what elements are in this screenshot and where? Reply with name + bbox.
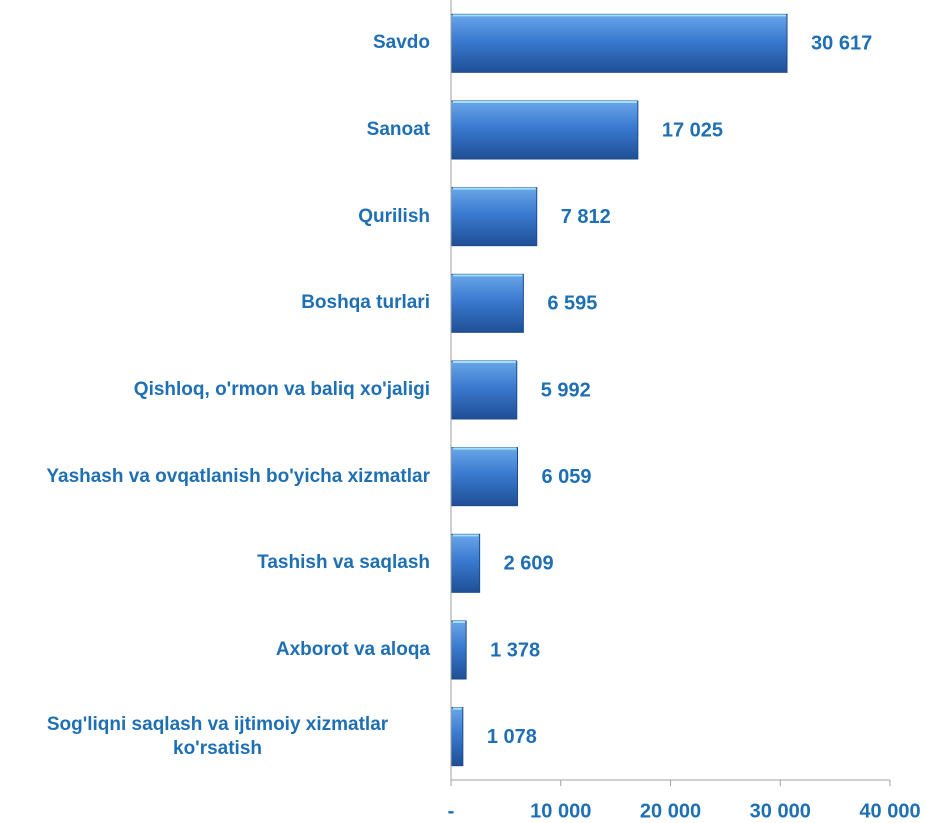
x-tick-label: - [448, 800, 455, 822]
bar [450, 447, 518, 507]
category-label-box: Qishloq, o'rmon va baliq xo'jaligi [0, 350, 430, 430]
value-label: 1 378 [490, 639, 540, 661]
bar [450, 13, 788, 73]
category-label-box: Sog'liqni saqlash va ijtimoiy xizmatlar … [0, 697, 430, 777]
bar [450, 100, 639, 160]
value-label: 6 059 [541, 466, 591, 488]
x-tick-label: 30 000 [750, 800, 811, 822]
bar [450, 273, 524, 333]
x-tick-label: 20 000 [640, 800, 701, 822]
value-label: 1 078 [487, 726, 537, 748]
category-label: Qishloq, o'rmon va baliq xo'jaligi [133, 379, 430, 400]
category-label: Sog'liqni saqlash va ijtimoiy xizmatlar … [46, 713, 389, 759]
category-label-box: Boshqa turlari [0, 263, 430, 343]
category-label: Tashish va saqlash [257, 552, 430, 574]
category-label: Yashash va ovqatlanish bo'yicha xizmatla… [46, 465, 430, 487]
category-label: Qurilish [358, 205, 430, 227]
x-tick-label: 10 000 [530, 800, 591, 822]
bar [450, 187, 538, 247]
category-label: Savdo [372, 32, 430, 54]
value-label: 5 992 [541, 379, 591, 401]
value-label: 2 609 [504, 553, 554, 575]
value-label: 17 025 [662, 119, 723, 141]
bar [450, 533, 481, 593]
value-label: 30 617 [811, 33, 872, 55]
category-label-box: Qurilish [0, 177, 430, 257]
category-label-box: Yashash va ovqatlanish bo'yicha xizmatla… [0, 437, 430, 517]
category-label-box: Axborot va aloqa [0, 610, 430, 690]
bar [450, 620, 467, 680]
bar [450, 707, 464, 767]
category-label: Axborot va aloqa [275, 639, 430, 660]
category-label-box: Savdo [0, 3, 430, 83]
category-label-box: Sanoat [0, 90, 430, 170]
category-label-box: Tashish va saqlash [0, 523, 430, 603]
value-label: 6 595 [547, 293, 597, 315]
value-label: 7 812 [561, 206, 611, 228]
bar [450, 360, 518, 420]
category-label: Sanoat [366, 119, 430, 140]
category-label: Boshqa turlari [301, 292, 430, 314]
x-tick-label: 40 000 [859, 800, 920, 822]
